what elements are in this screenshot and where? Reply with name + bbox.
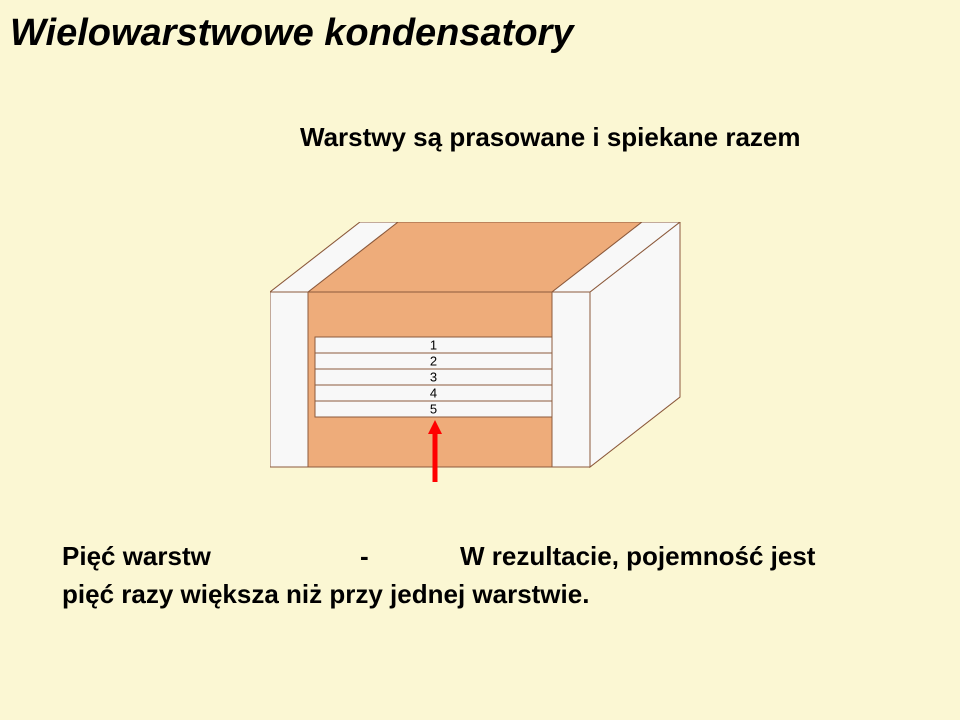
svg-text:2: 2 [430, 353, 437, 368]
caption-block: Pięć warstw - W rezultacie, pojemność je… [62, 538, 589, 613]
caption-line1-dash: - [360, 538, 369, 576]
svg-text:1: 1 [430, 337, 437, 352]
svg-text:4: 4 [430, 385, 437, 400]
page-title: Wielowarstwowe kondensatory [10, 12, 573, 55]
svg-text:3: 3 [430, 369, 437, 384]
caption-line2: pięć razy większa niż przy jednej warstw… [62, 576, 589, 614]
caption-line1-left: Pięć warstw [62, 541, 211, 571]
caption-line1-right: W rezultacie, pojemność jest [460, 538, 815, 576]
capacitor-diagram: 12345 [270, 222, 690, 482]
svg-text:5: 5 [430, 401, 437, 416]
page-subtitle: Warstwy są prasowane i spiekane razem [300, 122, 801, 153]
